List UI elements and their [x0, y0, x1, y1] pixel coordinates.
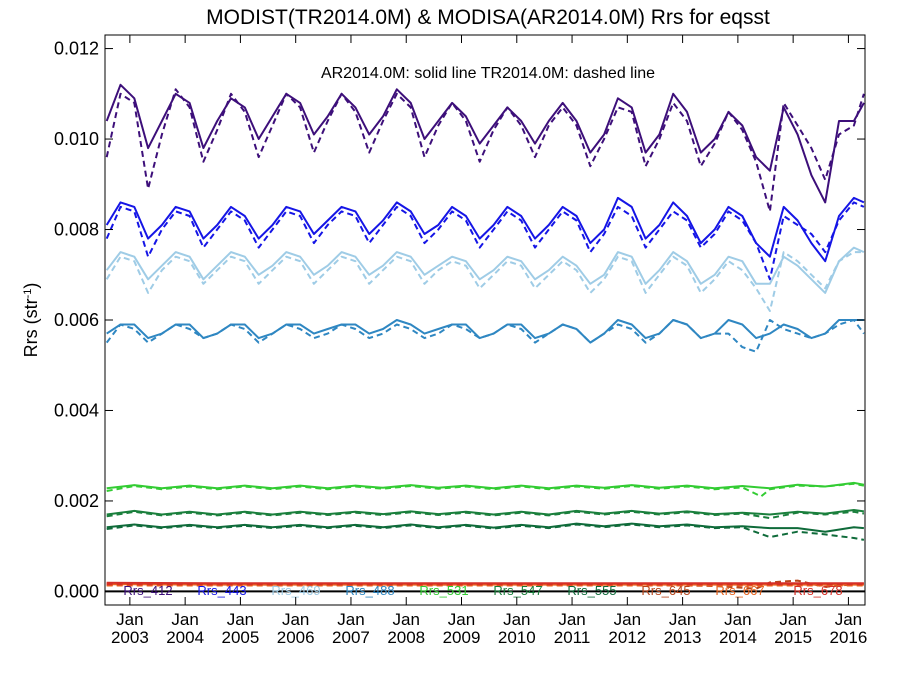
chart-title: MODIST(TR2014.0M) & MODISA(AR2014.0M) Rr…	[206, 6, 770, 29]
legend-item-Rrs_547: Rrs_547	[493, 583, 542, 598]
series-line-solid-Rrs_488	[106, 319, 864, 344]
series-line-solid-Rrs_469	[105, 246, 865, 294]
x-tick-label-month-8: Jan	[558, 610, 585, 629]
y-axis-label-superscript: -1	[22, 289, 34, 299]
x-tick-label-year-9: 2012	[608, 628, 646, 647]
y-tick-label-0: 0.000	[54, 581, 99, 601]
x-tick-label-month-3: Jan	[282, 610, 309, 629]
legend-item-Rrs_412: Rrs_412	[123, 583, 172, 598]
x-tick-label-year-2: 2005	[222, 628, 260, 647]
series-line-dashed-Rrs_469	[105, 251, 864, 312]
y-tick-label-2: 0.004	[54, 400, 99, 420]
x-tick-label-year-3: 2006	[277, 628, 315, 647]
series-line-solid-Rrs_412	[105, 83, 865, 204]
x-tick-label-month-13: Jan	[835, 610, 862, 629]
x-tick-label-month-1: Jan	[171, 610, 198, 629]
plot-frame	[104, 34, 866, 606]
series-line-dashed-Rrs_443	[105, 201, 865, 281]
legend-item-Rrs_488: Rrs_488	[345, 583, 394, 598]
series-line-solid-Rrs_443	[105, 196, 865, 263]
x-tick-label-month-5: Jan	[393, 610, 420, 629]
y-tick-label-6: 0.012	[54, 39, 99, 59]
x-tick-label-month-12: Jan	[779, 610, 806, 629]
x-tick-label-month-9: Jan	[614, 610, 641, 629]
x-tick-label-year-0: 2003	[111, 628, 149, 647]
legend-item-Rrs_555: Rrs_555	[567, 583, 616, 598]
y-axis-label-close: )	[21, 283, 41, 289]
legend-item-Rrs_443: Rrs_443	[197, 583, 246, 598]
series-line-solid-Rrs_531	[106, 481, 865, 490]
legend-item-Rrs_667: Rrs_667	[715, 583, 764, 598]
y-tick-label-3: 0.006	[54, 310, 99, 330]
x-tick-label-month-0: Jan	[116, 610, 143, 629]
series-line-solid-Rrs_678	[106, 581, 864, 585]
y-axis-label: Rrs (str-1)	[21, 283, 41, 358]
y-axis: 0.000 0.002 0.004 0.006 0.008 0.010 0.012	[54, 39, 865, 601]
x-tick-label-month-11: Jan	[724, 610, 751, 629]
series-line-solid-Rrs_555	[106, 522, 864, 533]
x-tick-label-month-7: Jan	[503, 610, 530, 629]
x-axis: Jan2003Jan2004Jan2005Jan2006Jan2007Jan20…	[111, 35, 867, 647]
x-tick-label-year-6: 2009	[443, 628, 481, 647]
legend-item-Rrs_678: Rrs_678	[793, 583, 842, 598]
legend-item-Rrs_531: Rrs_531	[419, 583, 468, 598]
line-style-annotation: AR2014.0M: solid line TR2014.0M: dashed …	[321, 65, 655, 82]
x-tick-label-year-5: 2008	[387, 628, 425, 647]
x-tick-label-month-6: Jan	[448, 610, 475, 629]
series-layer	[105, 83, 865, 590]
plot-area: AR2014.0M: solid line TR2014.0M: dashed …	[104, 34, 866, 606]
x-tick-label-year-7: 2010	[498, 628, 536, 647]
series-line-solid-Rrs_547	[106, 509, 865, 516]
x-tick-label-year-11: 2014	[719, 628, 757, 647]
x-tick-label-year-10: 2013	[664, 628, 702, 647]
x-tick-label-year-4: 2007	[332, 628, 370, 647]
x-tick-label-month-2: Jan	[227, 610, 254, 629]
y-tick-label-5: 0.010	[54, 129, 99, 149]
y-axis-label-text: Rrs (str	[21, 298, 41, 357]
x-tick-label-year-12: 2015	[774, 628, 812, 647]
legend-item-Rrs_645: Rrs_645	[641, 583, 690, 598]
y-tick-label-4: 0.008	[54, 220, 99, 240]
x-tick-label-year-13: 2016	[830, 628, 868, 647]
legend: Rrs_412 Rrs_443 Rrs_469 Rrs_488 Rrs_531 Rrs_5…	[123, 583, 842, 598]
x-tick-label-month-4: Jan	[337, 610, 364, 629]
x-tick-label-month-10: Jan	[669, 610, 696, 629]
y-tick-label-1: 0.002	[54, 491, 99, 511]
x-tick-label-year-1: 2004	[166, 628, 204, 647]
x-tick-label-year-8: 2011	[554, 628, 591, 647]
series-line-dashed-Rrs_412	[105, 88, 865, 213]
legend-item-Rrs_469: Rrs_469	[271, 583, 320, 598]
